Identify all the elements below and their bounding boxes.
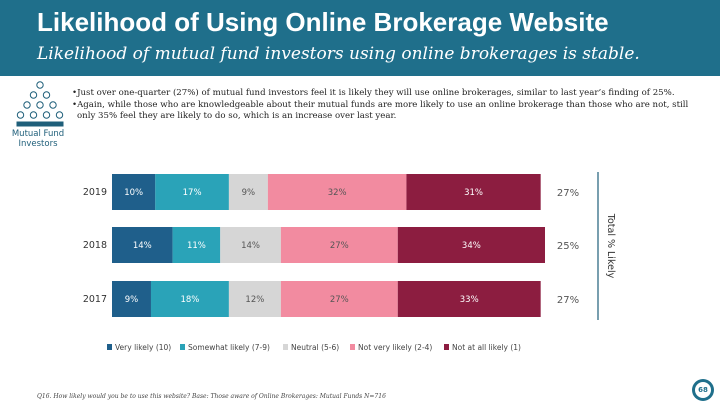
bar-value-label: 9% [242, 188, 256, 198]
bar-segment [267, 174, 407, 210]
bar-segment [397, 227, 545, 263]
header-banner: Likelihood of Using Online Brokerage Web… [0, 0, 720, 76]
bar-value-label: 14% [133, 241, 152, 251]
bar-value-label: 11% [187, 241, 206, 251]
bullet-2: •Again, while those who are knowledgeabl… [72, 99, 689, 110]
total-likely-value: 25% [557, 241, 579, 252]
total-likely-value: 27% [557, 188, 579, 199]
bar-segment [155, 174, 229, 210]
legend-label: Neutral (5-6) [291, 343, 339, 352]
bar-segment [228, 281, 281, 317]
legend-swatch [350, 344, 355, 350]
total-likely-axis-label: Total % Likely [605, 213, 616, 279]
bar-segment [280, 227, 398, 263]
bar-value-label: 33% [460, 295, 479, 305]
bar-value-label: 17% [183, 188, 202, 198]
page-number: 68 [695, 382, 711, 398]
legend-swatch [180, 344, 185, 350]
bullet-1: •Just over one-quarter (27%) of mutual f… [72, 88, 675, 98]
bar-value-label: 27% [330, 241, 349, 251]
bar-segment [150, 281, 229, 317]
bar-value-label: 34% [462, 241, 481, 251]
bar-value-label: 27% [330, 295, 349, 305]
people-pyramid-icon [14, 80, 66, 128]
legend-label: Very likely (10) [115, 343, 171, 352]
category-label: 2017 [83, 294, 107, 305]
legend-swatch [283, 344, 288, 350]
total-likely-value: 27% [557, 295, 579, 306]
bar-value-label: 9% [125, 295, 139, 305]
summary-bullets: •Just over one-quarter (27%) of mutual f… [72, 88, 692, 123]
category-label: 2019 [83, 187, 107, 198]
bar-segment [280, 281, 398, 317]
bar-segment [172, 227, 221, 263]
bar-segment [112, 281, 151, 317]
bar-value-label: 10% [124, 188, 143, 198]
bar-segment [112, 227, 173, 263]
legend-swatch [444, 344, 449, 350]
bar-segment [228, 174, 268, 210]
bar-segment [397, 281, 541, 317]
icon-label: Mutual Fund Investors [11, 129, 65, 149]
legend-label: Somewhat likely (7-9) [188, 343, 270, 352]
legend-swatch [107, 344, 112, 350]
bar-value-label: 32% [328, 188, 347, 198]
footnote: Q16. How likely would you be to use this… [37, 393, 386, 400]
bar-segment [112, 174, 156, 210]
bar-segment [406, 174, 541, 210]
bar-value-label: 12% [245, 295, 264, 305]
bar-value-label: 14% [241, 241, 260, 251]
page-subtitle: Likelihood of mutual fund investors usin… [37, 44, 640, 64]
bar-value-label: 31% [464, 188, 483, 198]
bar-value-label: 18% [180, 295, 199, 305]
bar-segment [220, 227, 281, 263]
page-number-badge: 68 [692, 379, 714, 401]
category-label: 2018 [83, 240, 107, 251]
legend-label: Not at all likely (1) [452, 343, 521, 352]
bullet-2-cont: only 35% feel they are likely to do so, … [77, 111, 397, 121]
legend-label: Not very likely (2-4) [358, 343, 432, 352]
page-title: Likelihood of Using Online Brokerage Web… [37, 7, 609, 37]
